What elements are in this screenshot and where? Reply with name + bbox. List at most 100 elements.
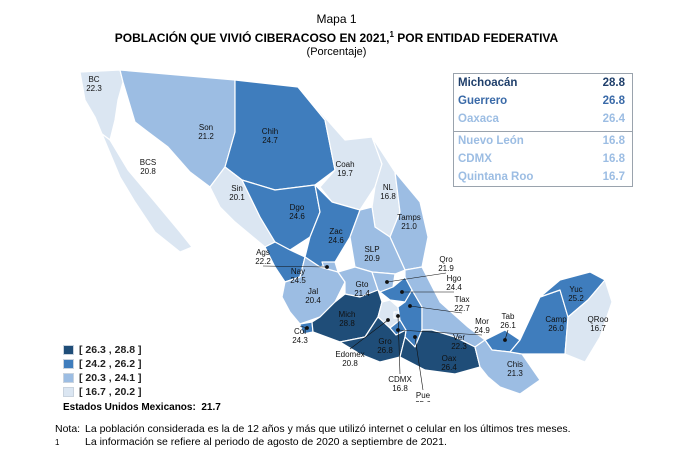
legend-range: [ 26.3 , 28.8 ] <box>79 343 142 356</box>
leader-line <box>386 272 447 283</box>
state-value-hgo: 24.4 <box>446 283 462 292</box>
legend-item: [ 20.3 , 24.1 ] <box>63 371 141 384</box>
state-value-gro: 26.8 <box>377 346 393 355</box>
state-value-ver: 22.3 <box>451 342 467 351</box>
state-value-nl: 16.8 <box>380 192 396 201</box>
leader-line <box>414 336 424 391</box>
leader-line <box>349 319 389 350</box>
state-region-bc[interactable] <box>79 69 124 141</box>
state-value-yuc: 25.2 <box>568 294 584 303</box>
ranking-state: Michoacán <box>458 77 518 89</box>
ranking-value: 26.4 <box>602 113 625 125</box>
state-region-bcs[interactable] <box>101 133 193 253</box>
footnote-key: 1 <box>55 436 85 454</box>
ranking-row: Nuevo León 16.8 <box>454 131 632 150</box>
state-value-cdmx: 16.8 <box>392 384 408 393</box>
state-label-qroo: QRoo <box>588 315 609 324</box>
ranking-box: Michoacán 28.8 Guerrero 26.8 Oaxaca 26.4 Nu… <box>453 73 633 187</box>
state-label-bc: BC <box>88 75 99 84</box>
state-value-bc: 22.3 <box>86 84 102 93</box>
map-title-text: Población que vivió ciberacoso en 2021, <box>114 31 390 45</box>
state-region-chih[interactable] <box>224 79 336 191</box>
state-value-tab: 26.1 <box>500 321 516 330</box>
note-text: La población considerada es la de 12 año… <box>85 423 571 435</box>
state-label-gto: Gto <box>356 280 369 289</box>
state-value-coah: 19.7 <box>337 169 353 178</box>
state-label-hgo: Hgo <box>447 274 462 283</box>
state-label-edomex: Edomex <box>335 350 364 359</box>
state-label-ags: Ags <box>256 248 270 257</box>
state-value-dgo: 24.6 <box>289 212 305 221</box>
legend-item: [ 16.7 , 20.2 ] <box>63 385 141 398</box>
map-number: Mapa 1 <box>316 12 357 26</box>
state-region-gro[interactable] <box>339 316 407 363</box>
state-label-bcs: BCS <box>140 158 156 167</box>
leader-dot <box>305 326 309 330</box>
map-subtitle: (Porcentaje) <box>306 46 367 58</box>
state-value-ags: 22.2 <box>255 257 271 266</box>
ranking-value: 26.8 <box>602 95 625 107</box>
ranking-row: Guerrero 26.8 <box>454 92 632 110</box>
ranking-row: Oaxaca 26.4 <box>454 110 632 128</box>
leader-line <box>409 305 463 314</box>
footnote-row: 1 La información se refiere al periodo de… <box>55 436 571 454</box>
ranking-state: Nuevo León <box>458 135 524 147</box>
national-total: Estados Unidos Mexicanos: 21.7 <box>63 402 221 413</box>
leader-dot <box>408 304 412 308</box>
state-label-pue: Pue <box>416 391 431 400</box>
leader-dot <box>325 265 329 269</box>
state-value-camp: 26.0 <box>548 324 564 333</box>
state-region-slp[interactable] <box>349 206 406 275</box>
legend-range: [ 16.7 , 20.2 ] <box>79 385 142 398</box>
note-key: Nota: <box>55 423 81 435</box>
leader-dot <box>386 318 390 322</box>
state-value-edomex: 20.8 <box>342 359 358 368</box>
state-region-oax[interactable] <box>399 329 481 375</box>
legend-range: [ 20.3 , 24.1 ] <box>79 371 142 384</box>
ranking-state: Guerrero <box>458 95 508 107</box>
state-value-qroo: 16.7 <box>590 324 606 333</box>
footnote-text: La información se refiere al periodo de … <box>85 436 447 448</box>
state-value-jal: 20.4 <box>305 296 321 305</box>
state-value-chis: 21.3 <box>507 369 523 378</box>
legend-swatch <box>63 344 74 355</box>
state-value-tlax: 22.7 <box>454 304 470 313</box>
state-label-sin: Sin <box>231 184 243 193</box>
note-row: Nota: La población considerada es la de 1… <box>55 423 571 436</box>
legend-item: [ 24.2 , 26.2 ] <box>63 357 141 370</box>
ranking-state: Quintana Roo <box>458 171 534 183</box>
state-label-nay: Nay <box>291 267 305 276</box>
state-label-chih: Chih <box>262 127 278 136</box>
state-label-dgo: Dgo <box>290 203 305 212</box>
title-block: Mapa 1 Población que vivió ciberacoso en… <box>0 12 673 59</box>
ranking-state: Oaxaca <box>458 113 499 125</box>
map-legend: [ 26.3 , 28.8 ] [ 24.2 , 26.2 ] [ 20.3 ,… <box>63 343 141 399</box>
legend-swatch <box>63 358 74 369</box>
state-value-gto: 21.4 <box>354 289 370 298</box>
footnote-mark: 1 <box>55 438 60 447</box>
ranking-row: CDMX 16.8 <box>454 150 632 168</box>
state-label-tamps: Tamps <box>397 213 421 222</box>
ranking-value: 16.7 <box>602 171 625 183</box>
state-value-chih: 24.7 <box>262 136 278 145</box>
state-label-mich: Mich <box>339 310 356 319</box>
state-label-qro: Qro <box>439 255 453 264</box>
state-label-zac: Zac <box>329 227 342 236</box>
state-region-son[interactable] <box>119 69 236 188</box>
state-value-sin: 20.1 <box>229 193 245 202</box>
state-value-pue: 25.6 <box>415 400 431 402</box>
ranking-value: 16.8 <box>602 153 625 165</box>
state-label-camp: Camp <box>545 315 567 324</box>
state-label-tlax: Tlax <box>454 295 469 304</box>
leader-line <box>397 315 401 375</box>
state-value-mich: 28.8 <box>339 319 355 328</box>
map-title: Población que vivió ciberacoso en 2021,1… <box>0 28 673 45</box>
state-region-qroo[interactable] <box>564 279 613 363</box>
map-title-suffix: por entidad federativa <box>393 31 559 45</box>
state-label-gro: Gro <box>378 337 392 346</box>
state-value-zac: 24.6 <box>328 236 344 245</box>
state-label-col: Col <box>294 327 306 336</box>
leader-line <box>397 329 483 336</box>
state-value-mor: 24.9 <box>474 326 490 335</box>
leader-dot <box>396 328 400 332</box>
